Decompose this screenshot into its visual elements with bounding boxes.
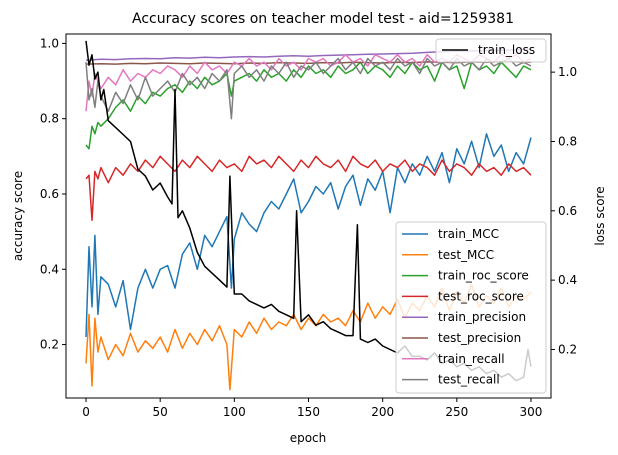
y-axis-left: 0.2 0.4 0.6 0.8 1.0	[40, 36, 66, 352]
legend-loss-box	[435, 38, 547, 63]
y-tick-label: 0.4	[40, 262, 59, 276]
legend-scores: train_MCC test_MCC train_roc_score test_roc…	[395, 221, 547, 394]
x-tick-label: 300	[520, 405, 543, 419]
y-axis-label: accuracy score	[11, 171, 25, 261]
x-axis-label: epoch	[290, 431, 327, 445]
series-line-train-roc-score	[85, 61, 532, 150]
y-tick-label: 0.2	[40, 338, 59, 352]
legend-label-test-MCC: test_MCC	[438, 248, 494, 262]
y2-tick-label: 0.4	[558, 273, 577, 287]
series-line-train-MCC	[85, 133, 532, 338]
y-tick-label: 1.0	[40, 36, 59, 50]
y2-tick-label: 0.6	[558, 204, 577, 218]
legend-label-train-precision: train_precision	[438, 310, 526, 324]
y2-axis-label: loss score	[593, 186, 607, 245]
x-tick-label: 100	[223, 405, 246, 419]
legend-label-test-precision: test_precision	[438, 331, 521, 345]
legend-label-test-recall: test_recall	[438, 373, 500, 387]
y-tick-label: 0.8	[40, 112, 59, 126]
legend-label-train-roc-score: train_roc_score	[438, 269, 529, 283]
series-line-test-precision	[85, 60, 532, 65]
legend-label-train-MCC: train_MCC	[438, 227, 499, 241]
series-line-test-recall	[85, 57, 532, 120]
x-tick-label: 0	[82, 405, 90, 419]
y-axis-right: 0.2 0.4 0.6 0.8 1.0	[551, 65, 577, 356]
x-tick-label: 200	[371, 405, 394, 419]
x-tick-label: 50	[153, 405, 168, 419]
legend-scores-box	[395, 221, 547, 394]
x-tick-label: 150	[297, 405, 320, 419]
legend-loss: train_loss	[435, 38, 547, 63]
y2-tick-label: 0.8	[558, 134, 577, 148]
legend-label-train-recall: train_recall	[438, 352, 505, 366]
legend-label-train-loss: train_loss	[478, 43, 535, 57]
legend-label-test-roc-score: test_roc_score	[438, 289, 524, 303]
chart-title: Accuracy scores on teacher model test - …	[132, 11, 514, 27]
y2-tick-label: 0.2	[558, 342, 577, 356]
y-tick-label: 0.6	[40, 187, 59, 201]
x-tick-label: 250	[445, 405, 468, 419]
x-axis: 0 50 100 150 200 250 300	[82, 398, 542, 419]
y2-tick-label: 1.0	[558, 65, 577, 79]
series-line-test-roc-score	[85, 155, 532, 222]
